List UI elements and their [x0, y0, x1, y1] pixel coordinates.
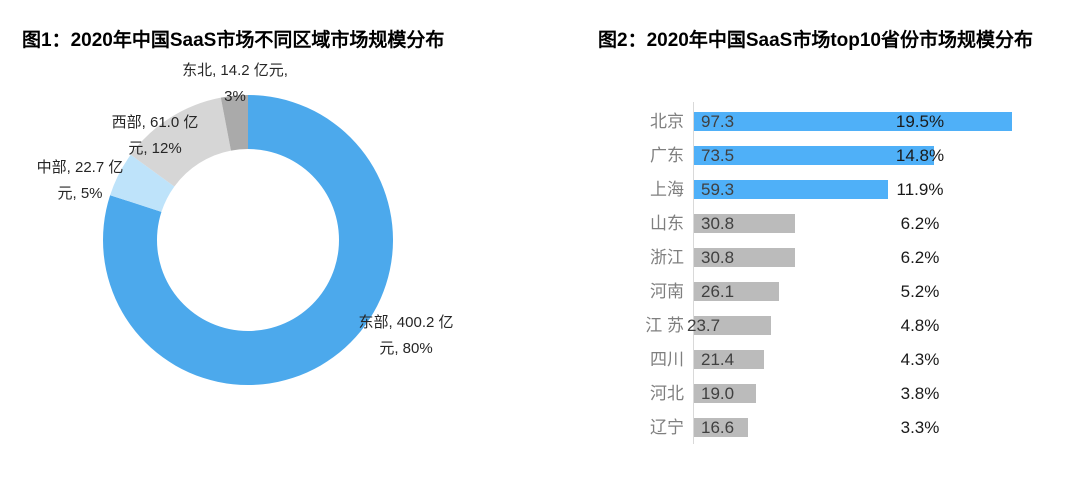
- bar-rect: [694, 145, 934, 165]
- bar-rect: [694, 213, 795, 233]
- bar-plot-area: 北京 97.3 19.5% 广东 73.5 14.8% 上海 59.3 11.9% 山东 30.8 6…: [600, 100, 1070, 460]
- value-label: 21.4: [701, 350, 735, 369]
- category-label: 浙江: [650, 248, 684, 267]
- bar-row-江苏: 江 苏 23.7 4.8%: [600, 308, 1070, 342]
- bar-row-四川: 四川 21.4 4.3%: [600, 342, 1070, 376]
- value-label: 30.8: [701, 248, 735, 267]
- category-label: 四川: [650, 350, 684, 369]
- bar-rect: [694, 111, 1012, 131]
- percent-label: 3.3%: [900, 418, 940, 437]
- pie-chart-title: 图1：2020年中国SaaS市场不同区域市场规模分布: [22, 30, 445, 51]
- donut-segment-东北: [220, 95, 248, 151]
- value-label: 97.3: [701, 112, 735, 131]
- donut-segment-西部: [130, 97, 231, 187]
- donut-chart: [103, 95, 393, 385]
- value-label: 26.1: [701, 282, 735, 301]
- donut-label-中部: 中部, 22.7 亿 元, 5%: [36, 159, 124, 202]
- value-label: 23.7: [687, 316, 721, 335]
- bar-row-辽宁: 辽宁 16.6 3.3%: [600, 410, 1070, 444]
- value-label: 30.8: [701, 214, 735, 233]
- percent-label: 5.2%: [900, 282, 940, 301]
- donut-segment-东部: [103, 95, 393, 385]
- category-label: 辽宁: [650, 418, 684, 437]
- bar-row-上海: 上海 59.3 11.9%: [600, 172, 1070, 206]
- bar-rect: [694, 383, 756, 403]
- value-label: 19.0: [701, 384, 735, 403]
- donut-label-西部: 西部, 61.0 亿 元, 12%: [111, 114, 199, 157]
- bar-row-广东: 广东 73.5 14.8%: [600, 138, 1070, 172]
- percent-label: 14.8%: [895, 146, 945, 165]
- percent-label: 11.9%: [896, 180, 944, 199]
- bar-row-浙江: 浙江 30.8 6.2%: [600, 240, 1070, 274]
- bar-row-北京: 北京 97.3 19.5%: [600, 104, 1070, 138]
- bar-row-河南: 河南 26.1 5.2%: [600, 274, 1070, 308]
- donut-label-东北: 东北, 14.2 亿元, 3%: [182, 62, 288, 105]
- category-label: 河北: [650, 384, 684, 403]
- category-label: 北京: [650, 112, 684, 131]
- value-label: 59.3: [701, 180, 735, 199]
- bar-rect: [694, 349, 764, 369]
- y-axis-line: [693, 102, 694, 444]
- bar-chart-title: 图2：2020年中国SaaS市场top10省份市场规模分布: [598, 30, 1033, 51]
- percent-label: 6.2%: [900, 214, 940, 233]
- percent-label: 4.3%: [900, 350, 940, 369]
- percent-label: 3.8%: [900, 384, 940, 403]
- value-label: 73.5: [701, 146, 735, 165]
- donut-segment-中部: [110, 154, 175, 212]
- bar-rect: [694, 247, 795, 267]
- percent-label: 4.8%: [900, 316, 940, 335]
- bar-rect: [694, 417, 748, 437]
- category-label: 江 苏: [645, 316, 684, 335]
- category-label: 广东: [650, 146, 684, 165]
- donut-label-东部: 东部, 400.2 亿 元, 80%: [358, 314, 454, 357]
- category-label: 河南: [650, 282, 684, 301]
- percent-label: 19.5%: [895, 112, 945, 131]
- bar-rect: [694, 315, 771, 335]
- bar-rect: [694, 179, 888, 199]
- category-label: 上海: [650, 180, 684, 199]
- percent-label: 6.2%: [900, 248, 940, 267]
- category-label: 山东: [650, 214, 684, 233]
- value-label: 16.6: [701, 418, 735, 437]
- bar-rect: [694, 281, 779, 301]
- bar-row-河北: 河北 19.0 3.8%: [600, 376, 1070, 410]
- bar-row-山东: 山东 30.8 6.2%: [600, 206, 1070, 240]
